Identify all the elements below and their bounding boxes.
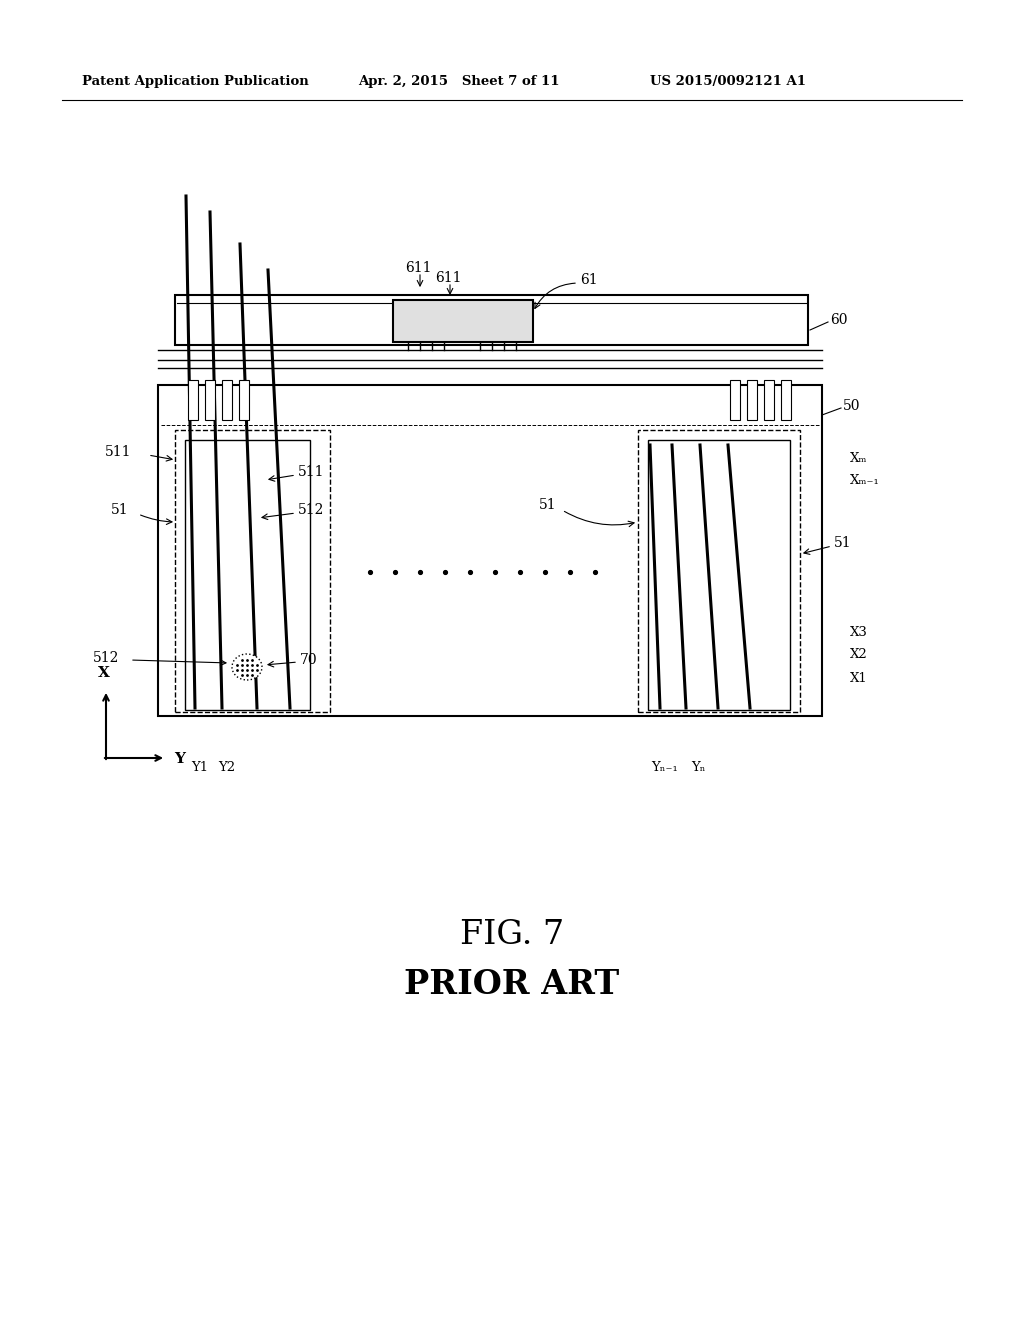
Text: Patent Application Publication: Patent Application Publication — [82, 75, 309, 88]
Bar — [175, 430, 330, 711]
Bar — [648, 440, 790, 710]
Bar — [239, 380, 249, 420]
Text: 51: 51 — [834, 536, 852, 550]
Bar — [175, 294, 808, 345]
Text: Y1: Y1 — [191, 762, 209, 774]
Bar — [188, 380, 198, 420]
Bar — [222, 380, 232, 420]
Text: 512: 512 — [93, 651, 119, 665]
Text: 70: 70 — [300, 653, 317, 667]
Text: 611: 611 — [435, 271, 461, 285]
Text: Y: Y — [174, 752, 185, 766]
Text: 511: 511 — [298, 465, 325, 479]
Text: Xₘ₋₁: Xₘ₋₁ — [850, 474, 880, 487]
Bar — [764, 380, 774, 420]
Text: Yₙ: Yₙ — [691, 762, 706, 774]
Text: 51: 51 — [540, 498, 557, 512]
Text: PRIOR ART: PRIOR ART — [404, 969, 620, 1002]
Text: 60: 60 — [830, 313, 848, 327]
Bar — [638, 430, 800, 711]
Text: X: X — [98, 667, 110, 680]
Text: Y2: Y2 — [218, 762, 236, 774]
Bar — [781, 380, 791, 420]
Text: 511: 511 — [104, 445, 131, 459]
Bar — [730, 380, 740, 420]
Text: US 2015/0092121 A1: US 2015/0092121 A1 — [650, 75, 806, 88]
Bar — [393, 300, 534, 342]
Text: 611: 611 — [404, 261, 431, 275]
Text: Yₙ₋₁: Yₙ₋₁ — [651, 762, 678, 774]
Text: FIG. 7: FIG. 7 — [460, 919, 564, 950]
Text: 61: 61 — [580, 273, 598, 286]
Text: X3: X3 — [850, 626, 868, 639]
Text: 51: 51 — [112, 503, 129, 517]
Text: X1: X1 — [850, 672, 867, 685]
Bar — [205, 380, 215, 420]
Text: Apr. 2, 2015   Sheet 7 of 11: Apr. 2, 2015 Sheet 7 of 11 — [358, 75, 559, 88]
Text: 50: 50 — [843, 399, 860, 413]
Text: Xₘ: Xₘ — [850, 451, 867, 465]
Bar — [746, 380, 757, 420]
Bar — [158, 385, 822, 715]
Ellipse shape — [232, 653, 262, 680]
Text: X2: X2 — [850, 648, 867, 661]
Bar — [185, 440, 310, 710]
Text: 512: 512 — [298, 503, 325, 517]
